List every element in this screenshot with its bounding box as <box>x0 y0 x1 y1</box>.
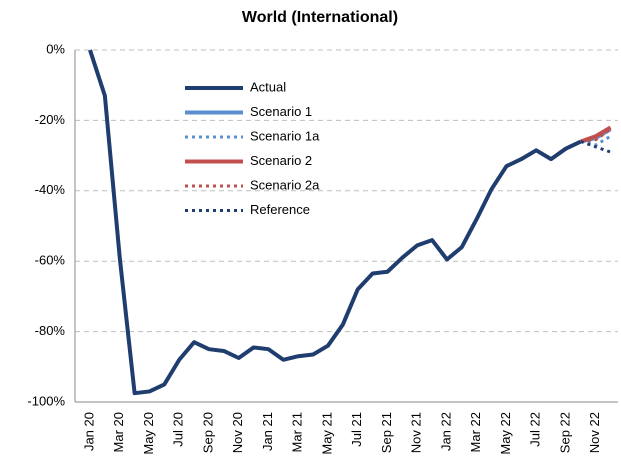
x-tick-label: Mar 21 <box>290 412 305 452</box>
x-tick-label: Nov 22 <box>587 412 602 453</box>
legend-label: Actual <box>250 79 286 94</box>
x-tick-label: Jan 22 <box>438 412 453 451</box>
series-line <box>88 49 582 396</box>
x-tick-label: Jul 20 <box>171 412 186 447</box>
x-tick-label: May 22 <box>498 412 513 455</box>
x-tick-label: Jan 20 <box>81 412 96 451</box>
y-tick-label: -60% <box>35 253 66 268</box>
x-tick-label: Nov 20 <box>230 412 245 453</box>
legend-label: Scenario 2a <box>250 177 320 192</box>
legend-label: Scenario 2 <box>250 153 312 168</box>
x-tick-label: Mar 22 <box>468 412 483 452</box>
y-tick-label: -80% <box>35 323 66 338</box>
y-tick-label: -40% <box>35 182 66 197</box>
x-tick-label: Sep 20 <box>200 412 215 453</box>
y-tick-label: 0% <box>46 41 65 56</box>
legend-label: Reference <box>250 202 310 217</box>
series-line <box>580 125 612 144</box>
x-tick-label: May 21 <box>319 412 334 455</box>
x-tick-label: Sep 22 <box>557 412 572 453</box>
x-tick-label: Jul 21 <box>349 412 364 447</box>
legend-label: Scenario 1a <box>250 128 320 143</box>
x-tick-label: Sep 21 <box>379 412 394 453</box>
x-tick-label: Mar 20 <box>111 412 126 452</box>
x-tick-label: May 20 <box>141 412 156 455</box>
x-tick-label: Jan 21 <box>260 412 275 451</box>
chart-title: World (International) <box>242 9 398 26</box>
y-tick-label: -100% <box>27 393 65 408</box>
legend-label: Scenario 1 <box>250 104 312 119</box>
x-tick-label: Jul 22 <box>528 412 543 447</box>
series-line <box>580 134 612 147</box>
series-line <box>580 140 612 154</box>
x-tick-label: Nov 21 <box>409 412 424 453</box>
y-tick-label: -20% <box>35 112 66 127</box>
series-line <box>580 127 612 144</box>
